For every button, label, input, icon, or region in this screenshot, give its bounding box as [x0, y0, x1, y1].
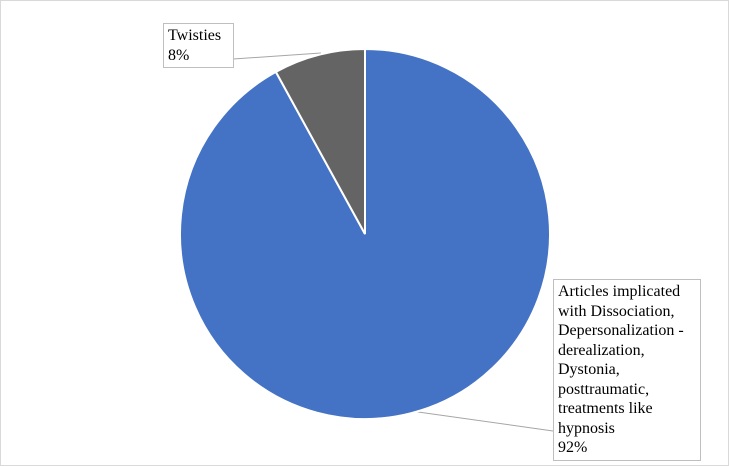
- leader-line: [410, 410, 554, 432]
- category-label: Twisties: [168, 27, 222, 44]
- pie-slice: [274, 47, 366, 235]
- slice-label: Twisties 8%: [163, 23, 234, 68]
- slice-label: Articles implicated with Dissociation, D…: [553, 279, 701, 461]
- value-label: 92%: [558, 439, 588, 456]
- leader-line: [232, 52, 322, 60]
- category-label: Articles implicated with Dissociation, D…: [558, 283, 684, 437]
- value-label: 8%: [168, 46, 190, 64]
